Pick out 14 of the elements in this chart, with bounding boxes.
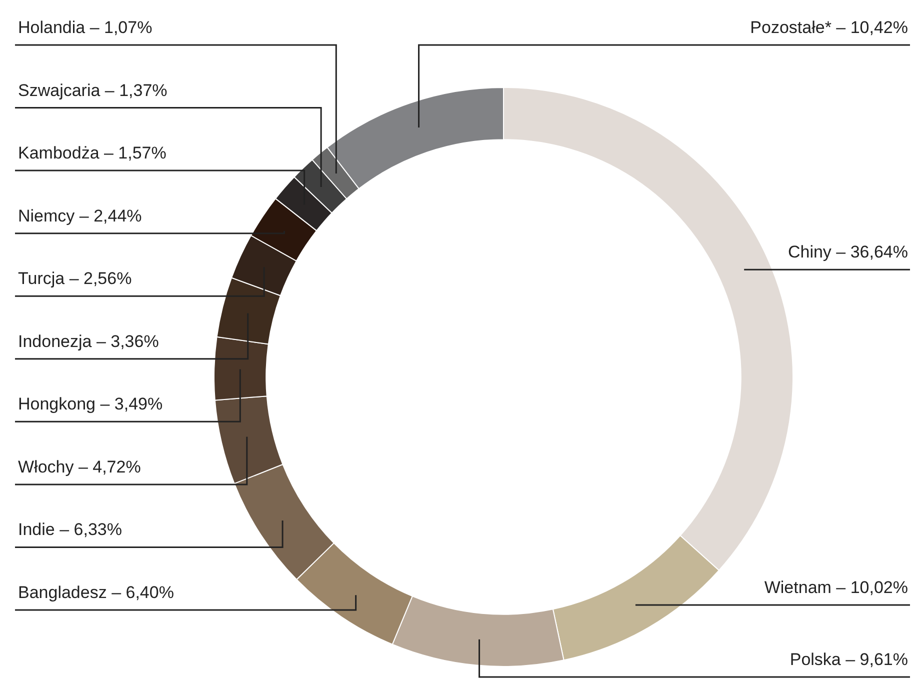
slice-label: Indonezja – 3,36% (18, 332, 159, 351)
slice-label: Indie – 6,33% (18, 520, 122, 540)
slice-label: Bangladesz – 6,40% (18, 583, 174, 602)
slice-label: Holandia – 1,07% (18, 18, 152, 37)
slice-label: Pozostałe* – 10,42% (750, 18, 908, 37)
slice-label: Niemcy – 2,44% (18, 206, 142, 226)
slice-label: Turcja – 2,56% (18, 269, 132, 288)
slice-label: Kambodża – 1,57% (18, 144, 166, 163)
slice-label: Wietnam – 10,02% (764, 578, 908, 598)
slice-label: Włochy – 4,72% (18, 457, 141, 476)
slice-label: Polska – 9,61% (790, 650, 908, 669)
slice-label: Hongkong – 3,49% (18, 394, 163, 414)
slice-label: Szwajcaria – 1,37% (18, 80, 168, 100)
slice-label: Chiny – 36,64% (788, 242, 908, 262)
